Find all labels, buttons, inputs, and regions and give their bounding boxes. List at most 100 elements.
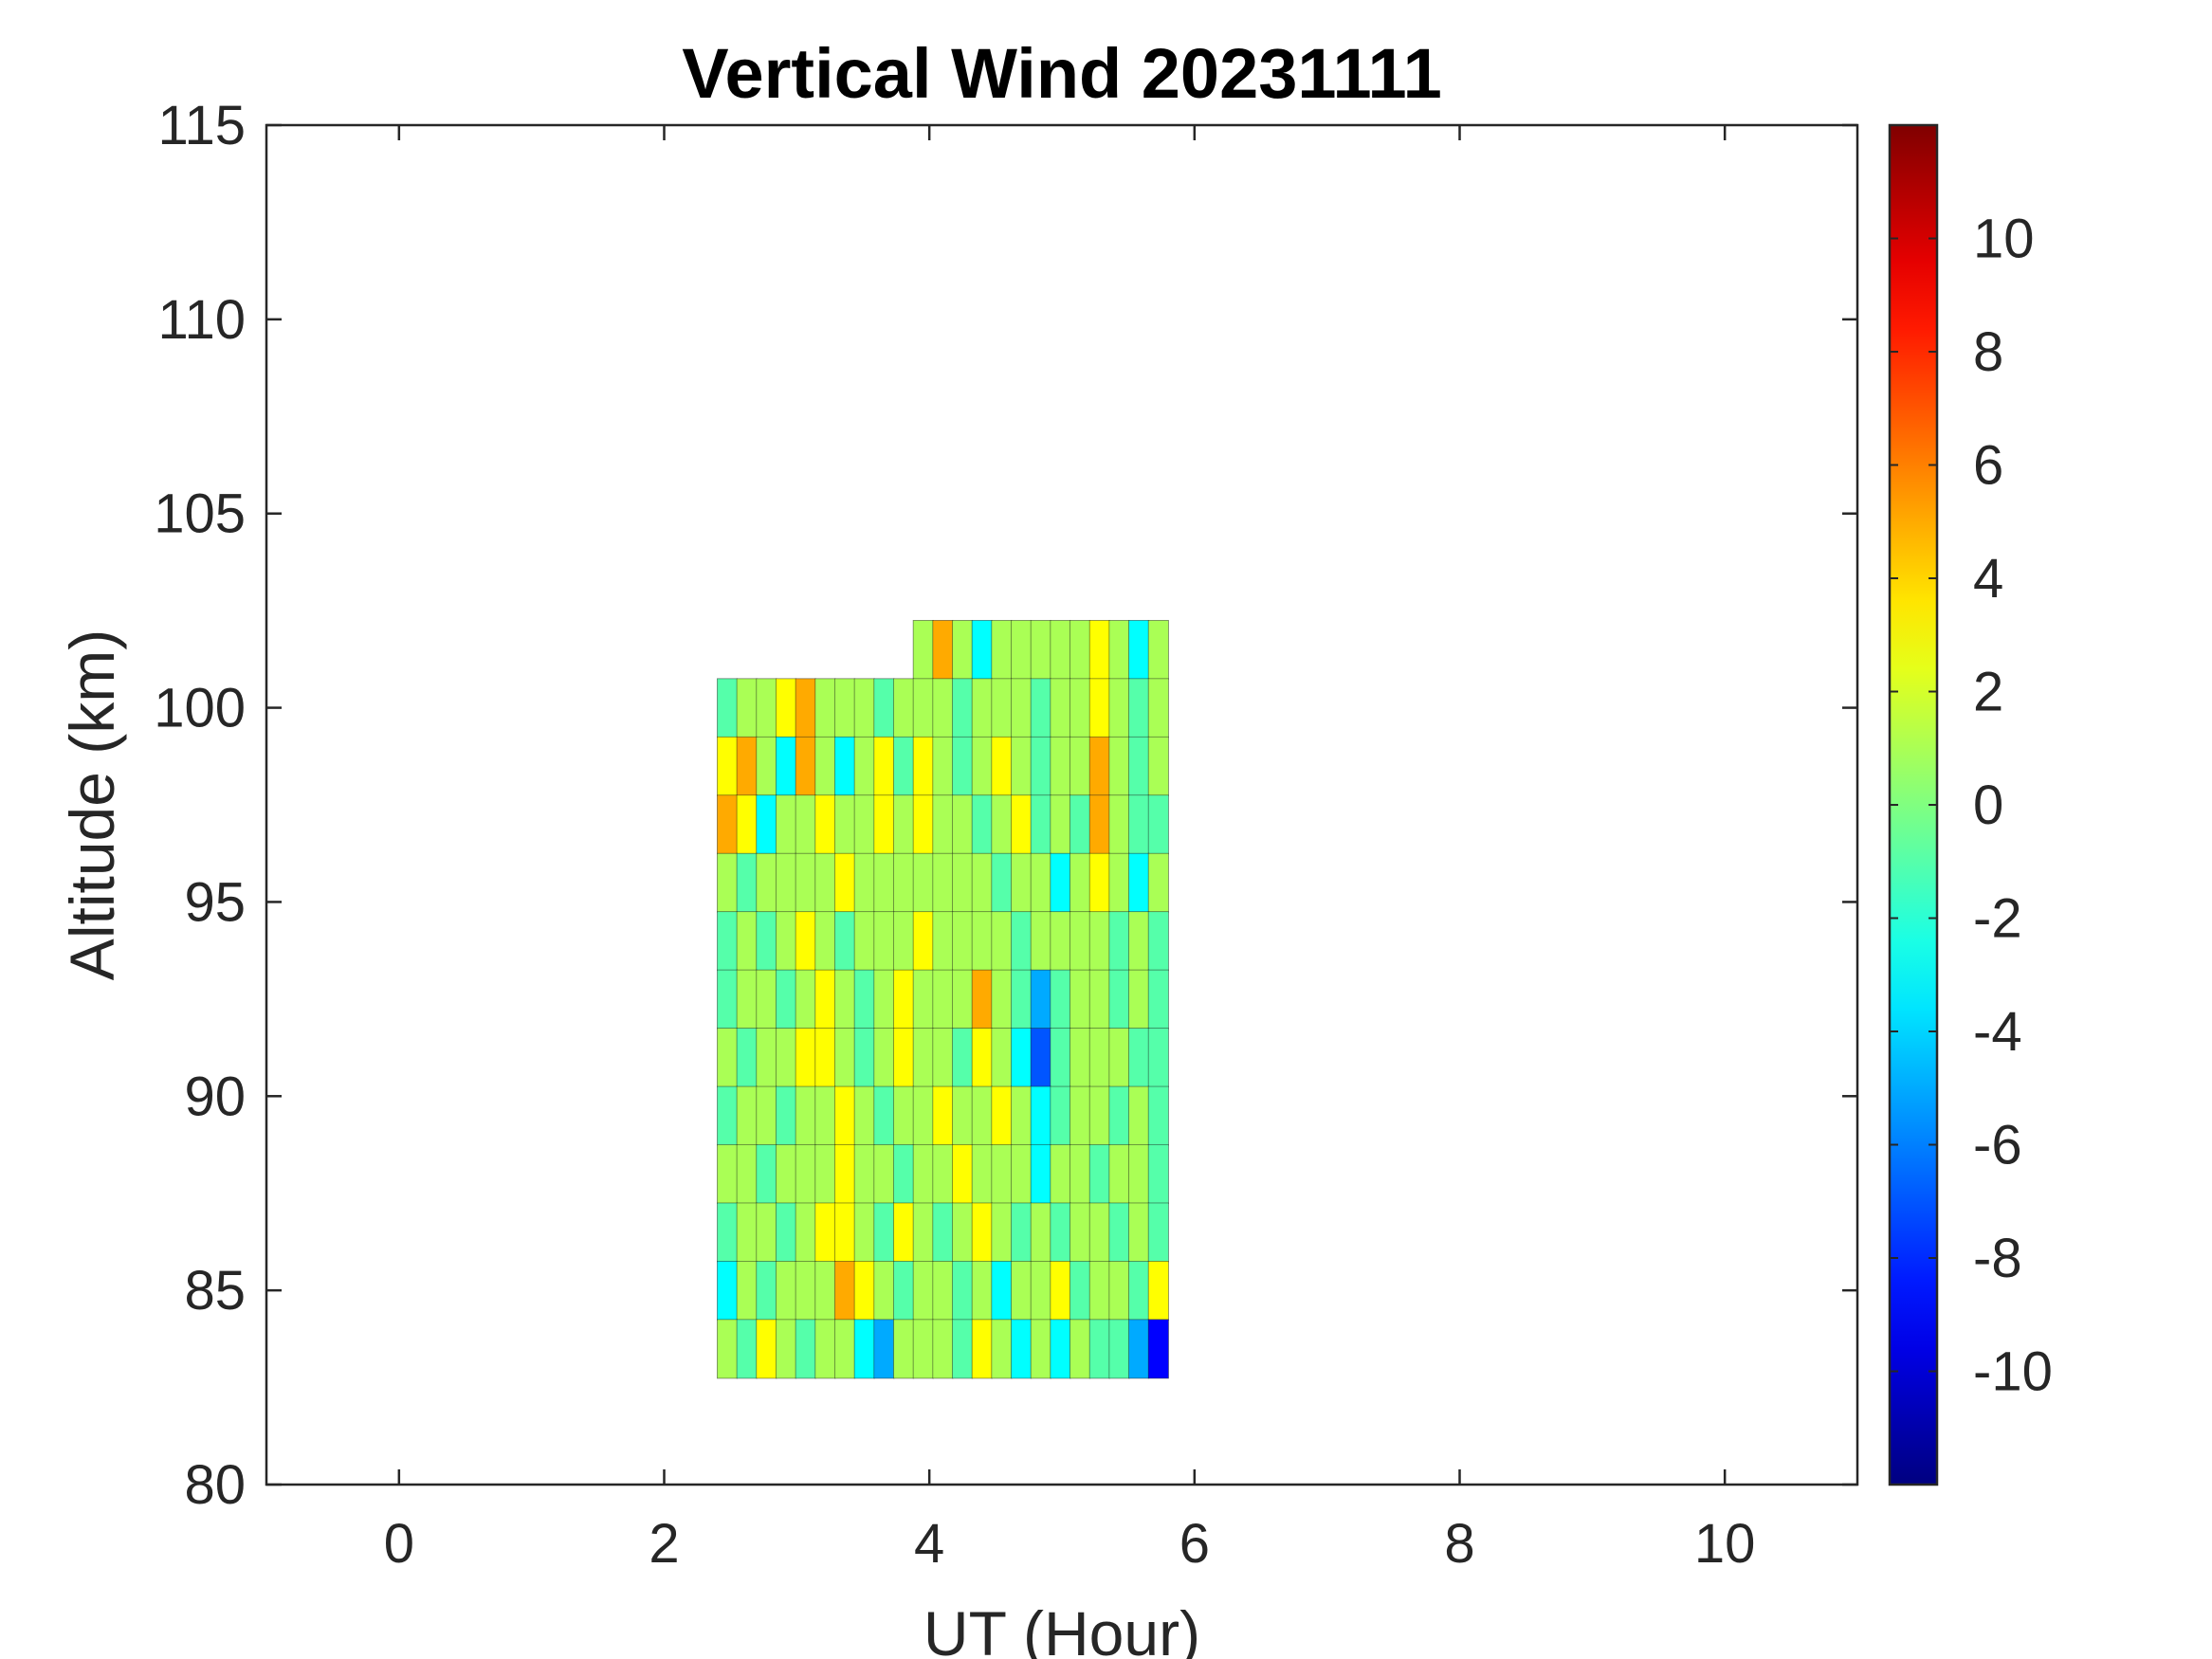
y-tick-label: 80 [184, 1454, 246, 1516]
field-cell [971, 1202, 993, 1263]
field-cell [873, 1261, 895, 1321]
field-cell [1108, 1261, 1130, 1321]
field-cell [795, 678, 816, 738]
field-cell [1011, 678, 1033, 738]
y-tick-label: 85 [184, 1260, 246, 1322]
field-cell [932, 852, 954, 913]
field-cell [1011, 969, 1033, 1030]
colorbar-tick-label: 0 [1973, 775, 2003, 836]
field-cell [814, 1261, 836, 1321]
field-cell [1011, 1261, 1033, 1321]
field-cell [912, 736, 934, 796]
field-cell [1069, 852, 1091, 913]
field-cell [853, 1261, 875, 1321]
field-cell [873, 1085, 895, 1146]
field-cell [814, 1319, 836, 1379]
field-cell [756, 911, 777, 972]
field-cell [795, 1261, 816, 1321]
field-cell [932, 1202, 954, 1263]
field-cell [1069, 1144, 1091, 1204]
field-cell [1147, 1319, 1169, 1379]
field-cell [873, 1028, 895, 1088]
field-cell [1128, 1202, 1150, 1263]
field-cell [1050, 619, 1071, 680]
field-cell [1011, 852, 1033, 913]
field-cell [952, 794, 974, 855]
field-cell [776, 736, 797, 796]
colorbar-tick-label: 2 [1973, 662, 2003, 723]
field-cell [1050, 1144, 1071, 1204]
field-cell [971, 911, 993, 972]
y-tick-label: 95 [184, 871, 246, 933]
field-cell [1128, 1261, 1150, 1321]
field-cell [717, 1028, 739, 1088]
field-cell [873, 794, 895, 855]
field-cell [1088, 736, 1110, 796]
field-cell [1050, 911, 1071, 972]
field-cell [736, 1085, 758, 1146]
field-cell [736, 1028, 758, 1088]
field-cell [873, 1202, 895, 1263]
field-cell [1108, 1144, 1130, 1204]
field-cell [853, 1202, 875, 1263]
field-cell [736, 736, 758, 796]
field-cell [1147, 1028, 1169, 1088]
field-cell [853, 1028, 875, 1088]
field-cell [1011, 1028, 1033, 1088]
field-cell [1011, 1319, 1033, 1379]
field-cell [1088, 852, 1110, 913]
field-cell [952, 1144, 974, 1204]
field-cell [991, 1144, 1013, 1204]
field-cell [991, 1202, 1013, 1263]
field-cell [776, 1144, 797, 1204]
colorbar-tick-label: 4 [1973, 548, 2003, 610]
field-cell [834, 736, 856, 796]
field-cell [1069, 678, 1091, 738]
field-cell [952, 1261, 974, 1321]
field-cell [952, 852, 974, 913]
field-cell [971, 1319, 993, 1379]
field-cell [1128, 1144, 1150, 1204]
x-tick-label: 4 [914, 1513, 944, 1575]
field-cell [736, 911, 758, 972]
field-cell [912, 1261, 934, 1321]
field-cell [776, 794, 797, 855]
field-cell [1088, 1261, 1110, 1321]
field-cell [1108, 619, 1130, 680]
field-cell [1050, 1085, 1071, 1146]
field-cell [717, 678, 739, 738]
field-cell [971, 1261, 993, 1321]
field-cell [893, 852, 915, 913]
field-cell [1147, 969, 1169, 1030]
field-cell [971, 619, 993, 680]
field-cell [756, 1202, 777, 1263]
x-axis: 0 2 4 6 8 10 [384, 125, 1755, 1575]
field-cell [1030, 619, 1051, 680]
field-cell [971, 678, 993, 738]
field-cell [873, 678, 895, 738]
field-cell [1050, 1202, 1071, 1263]
colorbar-tick-label: -4 [1973, 1001, 2022, 1063]
field-cell [1011, 794, 1033, 855]
y-axis-label: Altitude (km) [57, 629, 127, 980]
field-cell [952, 969, 974, 1030]
field-cell [736, 794, 758, 855]
field-cell [1050, 736, 1071, 796]
y-tick-label: 90 [184, 1066, 246, 1127]
field-cell [1108, 911, 1130, 972]
field-cell [1030, 1144, 1051, 1204]
field-cell [1147, 911, 1169, 972]
field-cell [932, 1028, 954, 1088]
field-cell [1030, 969, 1051, 1030]
field-cell [795, 736, 816, 796]
field-cell [1069, 619, 1091, 680]
field-cell [893, 1085, 915, 1146]
field-cell [834, 911, 856, 972]
field-cell [893, 1319, 915, 1379]
field-cell [952, 678, 974, 738]
field-cell [1147, 678, 1169, 738]
field-cell [814, 911, 836, 972]
plot-frame [265, 123, 1859, 1486]
field-cell [717, 969, 739, 1030]
